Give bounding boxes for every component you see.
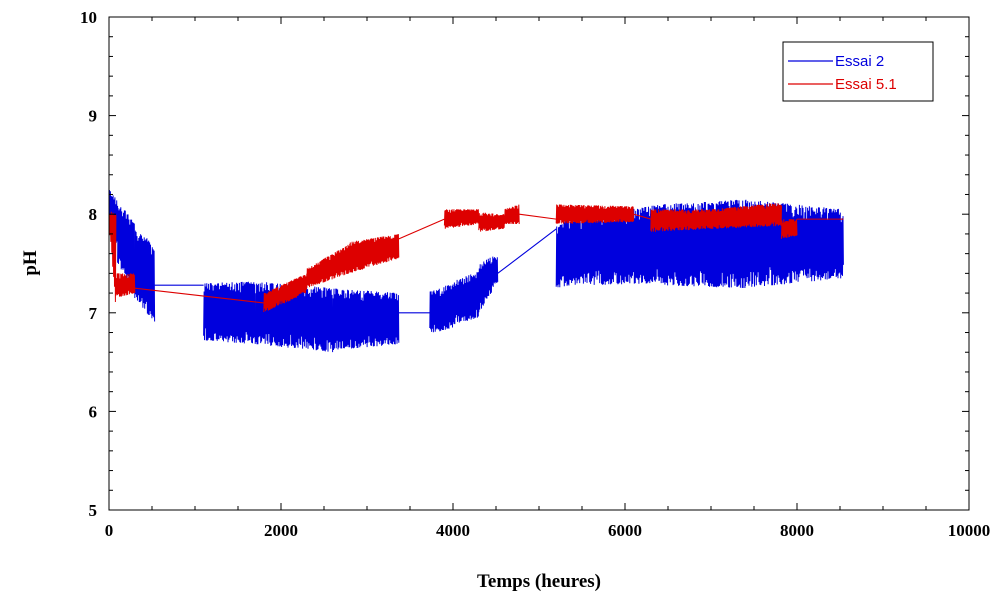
- y-tick-label: 9: [89, 107, 98, 126]
- series-band: [429, 284, 454, 333]
- x-tick-label: 6000: [608, 521, 642, 540]
- series-band: [781, 219, 798, 239]
- series-band: [650, 209, 712, 232]
- series-band: [504, 204, 520, 225]
- series-band: [658, 199, 746, 289]
- series-connector: [519, 213, 557, 220]
- x-tick-label: 4000: [436, 521, 470, 540]
- series-band: [710, 203, 782, 229]
- series-band: [349, 234, 400, 273]
- series-band: [134, 230, 156, 322]
- y-axis-title: pH: [20, 250, 41, 276]
- y-tick-label: 8: [89, 205, 98, 224]
- y-tick-label: 10: [80, 8, 97, 27]
- series-band: [478, 212, 506, 232]
- series-band: [590, 205, 660, 285]
- series-essai-2: [108, 190, 844, 353]
- series-connector: [633, 213, 651, 220]
- x-tick-label: 8000: [780, 521, 814, 540]
- legend-label-essai-5-1: Essai 5.1: [835, 76, 897, 93]
- y-tick-label: 7: [89, 304, 98, 323]
- series-band: [203, 281, 256, 344]
- series-band: [332, 288, 400, 351]
- x-tick-label: 2000: [264, 521, 298, 540]
- series-band: [555, 210, 592, 288]
- series-band: [452, 271, 480, 325]
- series-band: [744, 199, 844, 287]
- series-band: [443, 209, 480, 229]
- series-band: [306, 243, 351, 288]
- series-band: [115, 273, 136, 297]
- x-tick-label: 0: [105, 521, 114, 540]
- legend-box: [782, 41, 934, 102]
- series-connector: [134, 287, 264, 304]
- series-band: [555, 204, 635, 225]
- series-essai-5-1: [108, 203, 844, 313]
- series-connector: [497, 228, 557, 274]
- series-band: [108, 211, 117, 303]
- series-band: [478, 256, 499, 313]
- series-connector: [398, 218, 445, 240]
- y-tick-label: 6: [89, 402, 98, 421]
- series-layer: [108, 190, 844, 353]
- x-tick-label: 10000: [948, 521, 991, 540]
- x-axis-title: Temps (heures): [477, 571, 601, 592]
- series-band: [117, 207, 136, 292]
- legend: Essai 2 Essai 5.1: [782, 41, 934, 102]
- y-tick-label: 5: [89, 501, 98, 520]
- series-band: [263, 273, 308, 313]
- ticks-layer: 0 2000 4000 6000 8000 10000 5 6 7 8 9 10: [80, 8, 990, 540]
- legend-label-essai-2: Essai 2: [835, 53, 884, 70]
